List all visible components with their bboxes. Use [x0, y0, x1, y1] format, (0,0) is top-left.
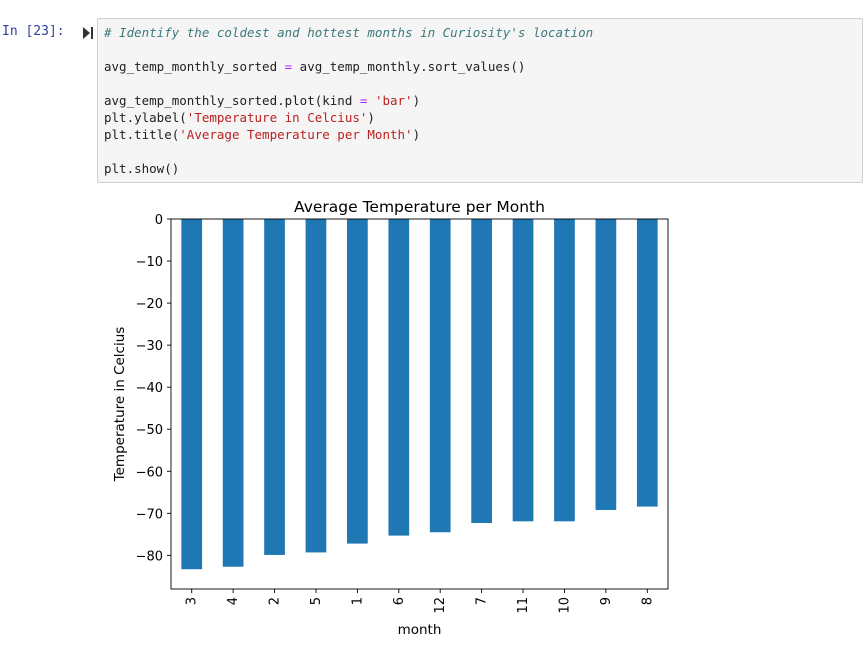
- code-token: 'Temperature in Celcius': [186, 110, 368, 125]
- code-line: plt.title('Average Temperature per Month…: [104, 126, 593, 143]
- code-line: plt.ylabel('Temperature in Celcius'): [104, 109, 593, 126]
- chart-title: Average Temperature per Month: [294, 198, 545, 216]
- y-tick-label: −60: [136, 465, 163, 480]
- x-tick-label: 9: [599, 597, 614, 605]
- bar: [388, 219, 410, 536]
- y-axis-label: Temperature in Celcius: [112, 327, 128, 483]
- code-token: =: [359, 93, 368, 108]
- code-token: ): [412, 127, 421, 142]
- x-tick-label: 3: [185, 597, 200, 605]
- bar: [347, 219, 368, 544]
- code-line: [104, 41, 593, 58]
- code-token: plt.ylabel(: [104, 110, 187, 125]
- input-prompt: In [23]:: [2, 24, 65, 39]
- code-token: 'bar': [374, 93, 413, 108]
- bar: [512, 219, 534, 522]
- run-cell-icon[interactable]: [82, 26, 94, 40]
- code-token: plt.show(): [104, 161, 180, 176]
- bar: [181, 219, 203, 570]
- bar: [429, 219, 451, 533]
- code-token: avg_temp_monthly.sort_values(): [292, 59, 526, 74]
- code-line: # Identify the coldest and hottest month…: [104, 24, 593, 41]
- x-tick-label: 12: [433, 597, 448, 614]
- y-tick-label: −10: [136, 255, 163, 270]
- code-line: [104, 75, 593, 92]
- bar: [554, 219, 575, 522]
- x-tick-label: 6: [392, 597, 407, 605]
- code-token: ): [367, 110, 375, 125]
- x-tick-label: 11: [516, 597, 531, 614]
- x-tick-label: 10: [557, 597, 572, 614]
- code-content: # Identify the coldest and hottest month…: [104, 24, 593, 177]
- x-tick-label: 1: [350, 597, 365, 605]
- code-line: [104, 143, 593, 160]
- x-axis-label: month: [398, 622, 442, 638]
- code-token: 'Average Temperature per Month': [179, 127, 413, 142]
- bar: [222, 219, 244, 567]
- code-line: avg_temp_monthly_sorted.plot(kind = 'bar…: [104, 92, 593, 109]
- x-tick-label: 4: [226, 597, 241, 605]
- code-token: avg_temp_monthly_sorted: [104, 59, 285, 74]
- y-tick-label: −30: [136, 339, 163, 354]
- bar: [305, 219, 327, 553]
- code-token: plt.title(: [104, 127, 180, 142]
- x-tick-label: 5: [309, 597, 324, 605]
- y-tick-label: −40: [136, 381, 163, 396]
- x-tick-label: 8: [640, 597, 655, 605]
- bar: [636, 219, 658, 507]
- x-tick-label: 7: [475, 597, 490, 605]
- bar: [471, 219, 492, 523]
- code-line: avg_temp_monthly_sorted = avg_temp_month…: [104, 58, 593, 75]
- bar: [264, 219, 285, 555]
- code-line: plt.show(): [104, 160, 593, 177]
- code-editor[interactable]: # Identify the coldest and hottest month…: [97, 18, 863, 183]
- code-token: =: [284, 59, 293, 74]
- x-tick-label: 2: [268, 597, 283, 605]
- code-token: [367, 93, 375, 108]
- y-tick-label: −70: [136, 507, 163, 522]
- y-tick-label: 0: [155, 213, 163, 228]
- y-tick-label: −50: [136, 423, 163, 438]
- code-token: # Identify the coldest and hottest month…: [104, 25, 594, 40]
- plot-frame: [170, 218, 669, 590]
- y-tick-label: −20: [136, 297, 163, 312]
- code-token: ): [412, 93, 421, 108]
- bar: [595, 219, 617, 510]
- cell-output: 0 −10 −20 −30 −40 −50 −60 −70 −80 3 4 2 5 1 6 12 7 11 10 9 8…: [97, 190, 697, 640]
- bar-chart: 0 −10 −20 −30 −40 −50 −60 −70 −80 3 4 2 5 1 6 12 7 11 10 9 8…: [112, 198, 669, 638]
- code-token: avg_temp_monthly_sorted.plot(kind: [104, 93, 360, 108]
- y-tick-label: −80: [136, 549, 163, 564]
